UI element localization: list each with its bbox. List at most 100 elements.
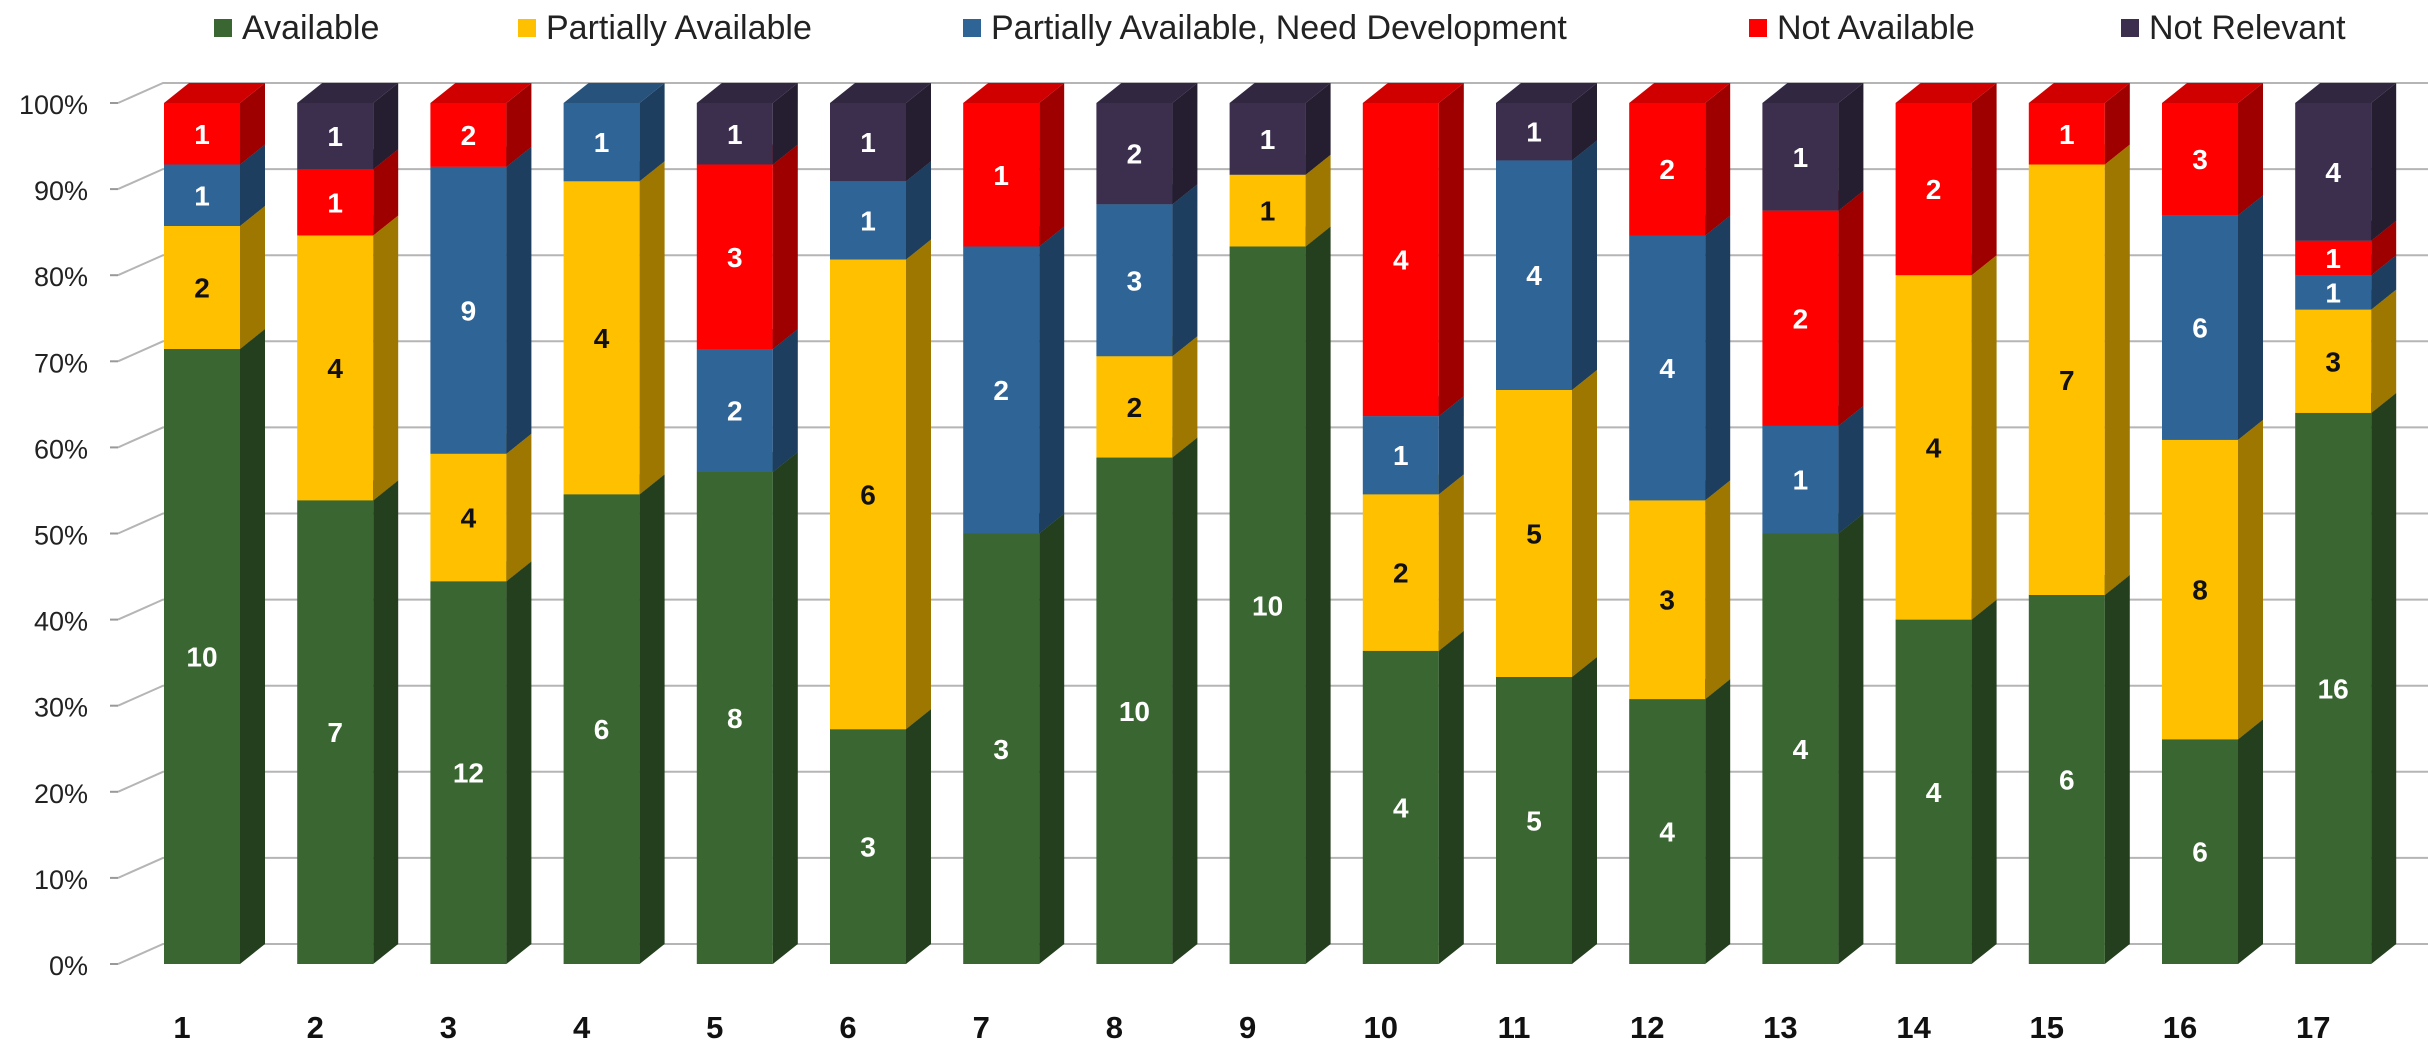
data-label: 1 — [1393, 440, 1409, 471]
data-label: 8 — [727, 703, 743, 734]
bar-side — [773, 145, 798, 350]
bar-segment: 1 — [164, 83, 265, 165]
bar-segment: 1 — [564, 83, 665, 181]
bar-side — [2105, 145, 2130, 596]
bar-segment: 2 — [430, 83, 531, 167]
bar-side — [506, 434, 531, 582]
bar-stack-10: 4214 — [1363, 83, 1464, 964]
bar-segment: 4 — [1762, 514, 1863, 965]
bar-stack-3: 12 4 9 2 — [430, 83, 531, 964]
data-label: 1 — [2325, 243, 2341, 274]
bar-side — [2371, 83, 2396, 241]
bar-segment: 1 — [1762, 83, 1863, 211]
bar-segment: 1 — [297, 83, 398, 169]
bar-side — [906, 240, 931, 730]
data-label: 4 — [1926, 432, 1942, 463]
bar-side — [640, 474, 665, 964]
data-label: 4 — [594, 323, 610, 354]
bar-segment: 16 — [2295, 393, 2396, 964]
bar-segment: 6 — [2029, 575, 2130, 964]
bar-segment: 2 — [164, 206, 265, 349]
bar-segment: 4 — [564, 161, 665, 494]
x-tick-label: 15 — [2030, 1010, 2064, 1044]
data-label: 5 — [1526, 519, 1542, 550]
data-label: 3 — [2192, 144, 2208, 175]
bar-segment: 2 — [1363, 474, 1464, 651]
bar-segment: 10 — [1230, 227, 1331, 965]
data-label: 4 — [1659, 817, 1675, 848]
bar-segment: 1 — [963, 83, 1064, 247]
data-label: 3 — [1659, 585, 1675, 616]
bar-side — [2371, 290, 2396, 413]
bar-segment: 2 — [697, 329, 798, 472]
bar-segment: 4 — [297, 215, 398, 500]
data-label: 2 — [1127, 139, 1143, 170]
bar-side — [1572, 140, 1597, 390]
x-axis-labels: 1 2 3 4 5 6 7 8 9 10 11 12 13 14 15 16 17 — [173, 1010, 2330, 1044]
bar-segment: 2 — [1096, 83, 1197, 204]
bar-stack-14: 442 — [1896, 83, 1997, 964]
x-tick-label: 8 — [1106, 1010, 1123, 1044]
data-label: 1 — [860, 127, 876, 158]
bar-segment: 8 — [2162, 420, 2263, 739]
bars: 1021174111249264182313611321102321011421… — [164, 83, 2396, 964]
y-tick-label: 30% — [34, 693, 88, 723]
bar-side — [506, 147, 531, 454]
bar-side — [1705, 215, 1730, 500]
bar-stack-17: 163114 — [2295, 83, 2396, 964]
data-label: 1 — [1793, 142, 1809, 173]
data-label: 6 — [594, 714, 610, 745]
data-label: 3 — [727, 242, 743, 273]
bar-side — [1039, 227, 1064, 534]
data-label: 1 — [860, 205, 876, 236]
x-tick-label: 9 — [1239, 1010, 1256, 1044]
bar-segment: 10 — [164, 329, 265, 964]
bar-stack-7: 3 2 1 — [963, 83, 1064, 964]
bar-side — [373, 480, 398, 964]
bar-segment: 3 — [2162, 83, 2263, 215]
bar-segment: 6 — [2162, 195, 2263, 440]
data-label: 10 — [1252, 590, 1283, 621]
data-label: 1 — [594, 127, 610, 158]
data-label: 6 — [2192, 313, 2208, 344]
data-label: 9 — [461, 295, 477, 326]
data-label: 1 — [1526, 117, 1542, 148]
data-label: 2 — [993, 375, 1009, 406]
data-label: 2 — [1659, 154, 1675, 185]
bar-segment: 3 — [963, 514, 1064, 965]
bar-side — [1572, 370, 1597, 677]
bar-segment: 6 — [564, 474, 665, 964]
bar-side — [1172, 336, 1197, 457]
bar-segment: 3 — [830, 709, 931, 964]
x-tick-label: 11 — [1498, 1010, 1531, 1044]
data-label: 4 — [1393, 792, 1409, 823]
bar-segment: 5 — [1496, 657, 1597, 964]
bar-side — [1439, 474, 1464, 651]
data-label: 6 — [2059, 765, 2075, 796]
data-label: 4 — [461, 503, 477, 534]
y-tick-label: 50% — [34, 521, 88, 551]
x-tick-label: 16 — [2163, 1010, 2197, 1044]
data-label: 1 — [1793, 465, 1809, 496]
data-label: 1 — [194, 119, 210, 150]
x-tick-label: 7 — [973, 1010, 990, 1044]
x-tick-label: 10 — [1364, 1010, 1398, 1044]
bar-side — [1972, 600, 1997, 964]
bar-segment: 3 — [1096, 184, 1197, 356]
bar-segment: 1 — [2029, 83, 2130, 165]
y-axis-labels: 0%10%20%30%40%50%60%70%80%90%100% — [19, 90, 88, 981]
x-tick-label: 4 — [573, 1010, 591, 1044]
y-tick-label: 0% — [49, 951, 88, 981]
x-tick-label: 5 — [706, 1010, 723, 1044]
bar-side — [1572, 657, 1597, 964]
bar-side — [2238, 719, 2263, 964]
bar-side — [1972, 83, 1997, 275]
data-label: 3 — [860, 832, 876, 863]
bar-segment: 12 — [430, 561, 531, 964]
x-tick-label: 3 — [440, 1010, 457, 1044]
data-label: 6 — [860, 479, 876, 510]
bar-stack-1: 10211 — [164, 83, 265, 964]
bar-segment: 3 — [1629, 480, 1730, 699]
bar-side — [1172, 438, 1197, 964]
bar-segment: 8 — [697, 452, 798, 964]
